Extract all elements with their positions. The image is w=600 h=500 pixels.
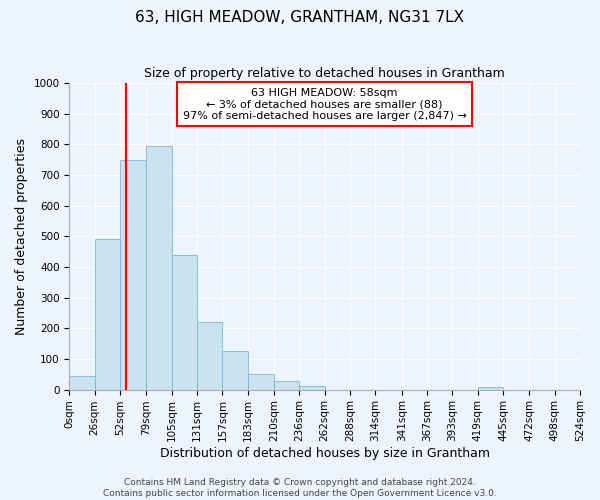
Bar	[197, 322, 223, 390]
Text: 63 HIGH MEADOW: 58sqm
← 3% of detached houses are smaller (88)
97% of semi-detac: 63 HIGH MEADOW: 58sqm ← 3% of detached h…	[183, 88, 467, 121]
Text: Contains HM Land Registry data © Crown copyright and database right 2024.
Contai: Contains HM Land Registry data © Crown c…	[103, 478, 497, 498]
Bar	[146, 146, 172, 390]
Bar	[120, 160, 146, 390]
Bar	[70, 376, 95, 390]
Bar	[299, 386, 325, 390]
Bar	[172, 256, 197, 390]
Bar	[274, 381, 299, 390]
Bar	[223, 352, 248, 390]
Title: Size of property relative to detached houses in Grantham: Size of property relative to detached ho…	[145, 68, 505, 80]
X-axis label: Distribution of detached houses by size in Grantham: Distribution of detached houses by size …	[160, 447, 490, 460]
Bar	[478, 387, 503, 390]
Bar	[95, 240, 120, 390]
Text: 63, HIGH MEADOW, GRANTHAM, NG31 7LX: 63, HIGH MEADOW, GRANTHAM, NG31 7LX	[136, 10, 464, 25]
Bar	[248, 374, 274, 390]
Y-axis label: Number of detached properties: Number of detached properties	[15, 138, 28, 335]
